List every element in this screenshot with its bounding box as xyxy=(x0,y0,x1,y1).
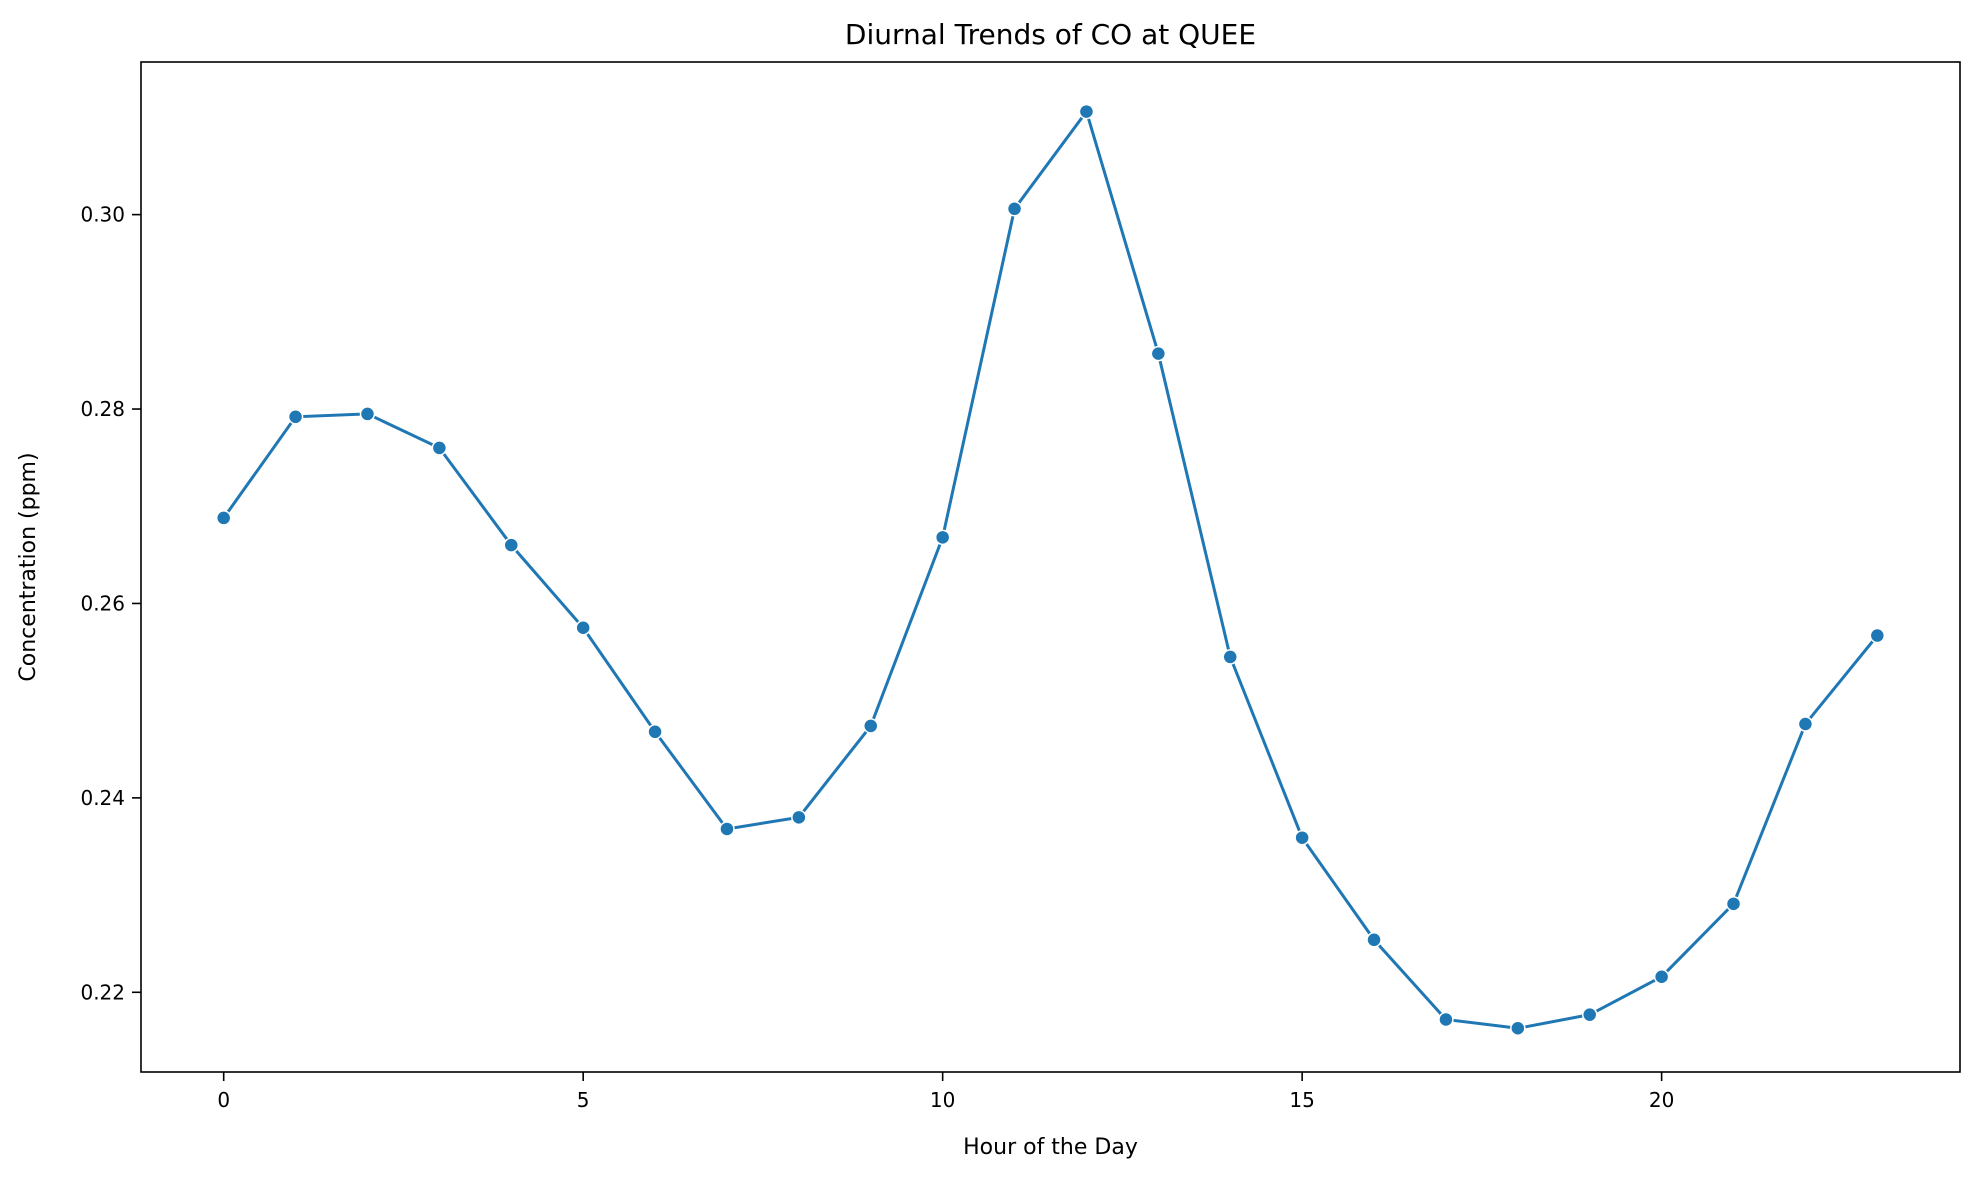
plot-frame xyxy=(140,61,1961,1073)
data-point xyxy=(1869,627,1886,644)
y-axis-label: Concentration (ppm) xyxy=(16,452,41,681)
y-axis-ticks: 0.22 0.24 0.26 0.28 0.30 xyxy=(80,203,141,1004)
y-tick-label: 0.30 xyxy=(80,203,125,227)
x-tick-label: 10 xyxy=(930,1088,955,1112)
data-point xyxy=(431,440,448,456)
series-markers xyxy=(215,103,1886,1037)
series-line xyxy=(222,108,1879,1030)
data-point xyxy=(215,510,232,526)
x-tick-label: 5 xyxy=(577,1088,590,1112)
data-point xyxy=(934,529,951,546)
data-point xyxy=(1294,829,1310,846)
data-point xyxy=(647,724,663,740)
data-point xyxy=(1725,896,1742,912)
data-point xyxy=(1797,716,1814,732)
x-tick-label: 20 xyxy=(1649,1088,1674,1112)
data-point xyxy=(1581,1006,1598,1023)
y-tick-label: 0.28 xyxy=(80,397,125,421)
x-tick-label: 0 xyxy=(217,1088,230,1112)
x-tick-label: 15 xyxy=(1289,1088,1314,1112)
data-point xyxy=(863,718,879,734)
data-point xyxy=(1078,103,1095,120)
data-point xyxy=(359,406,376,422)
x-axis-label: Hour of the Day xyxy=(963,1135,1138,1160)
chart-title: Diurnal Trends of CO at QUEE xyxy=(845,18,1256,51)
data-point xyxy=(1366,932,1382,948)
data-point xyxy=(1510,1020,1526,1037)
data-point xyxy=(719,821,735,837)
data-point xyxy=(1006,201,1023,217)
y-tick-label: 0.24 xyxy=(80,786,125,810)
data-point xyxy=(287,409,304,425)
data-point xyxy=(1438,1011,1454,1028)
data-point xyxy=(791,809,807,826)
y-tick-label: 0.26 xyxy=(80,591,125,615)
data-point xyxy=(1150,345,1167,362)
data-point xyxy=(1222,649,1238,665)
x-axis-ticks: 0 5 10 15 20 xyxy=(217,1072,1674,1112)
data-point xyxy=(503,537,520,553)
data-point xyxy=(575,620,591,636)
data-point xyxy=(1653,968,1670,985)
y-tick-label: 0.22 xyxy=(80,980,125,1004)
